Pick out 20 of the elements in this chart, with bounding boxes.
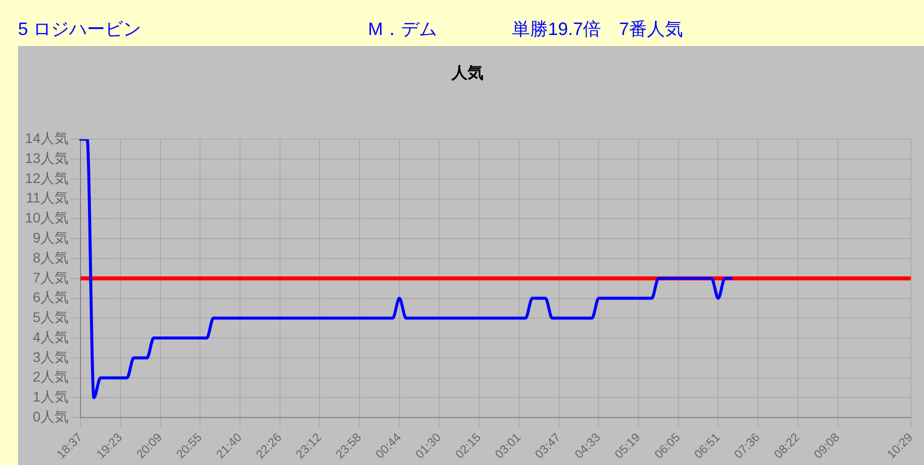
y-tick-label: 1人気 (32, 388, 69, 405)
y-tick-label: 6人気 (32, 289, 69, 306)
y-tick-label: 2人気 (32, 368, 69, 385)
y-tick-label: 10人気 (24, 210, 69, 226)
text: M．デム (368, 18, 437, 40)
text: 単勝19.7倍 7番人気 (512, 18, 684, 40)
y-tick-label: 0人気 (32, 408, 69, 424)
y-tick-label: 9人気 (32, 229, 69, 246)
chart-title: 人気 (450, 64, 484, 82)
y-tick-label: 4人気 (32, 328, 69, 345)
y-tick-label: 13人気 (24, 150, 69, 166)
y-tick-label: 5人気 (32, 309, 69, 326)
text: 5 ロジハービン (18, 18, 142, 40)
y-tick-label: 14人気 (24, 130, 69, 146)
line-series (79, 139, 733, 400)
y-tick-label: 8人気 (32, 249, 69, 266)
y-tick-label: 3人気 (32, 348, 69, 365)
y-tick-label: 7人気 (32, 269, 69, 286)
y-tick-label: 12人気 (24, 170, 69, 186)
y-tick-label: 11人気 (26, 190, 69, 206)
